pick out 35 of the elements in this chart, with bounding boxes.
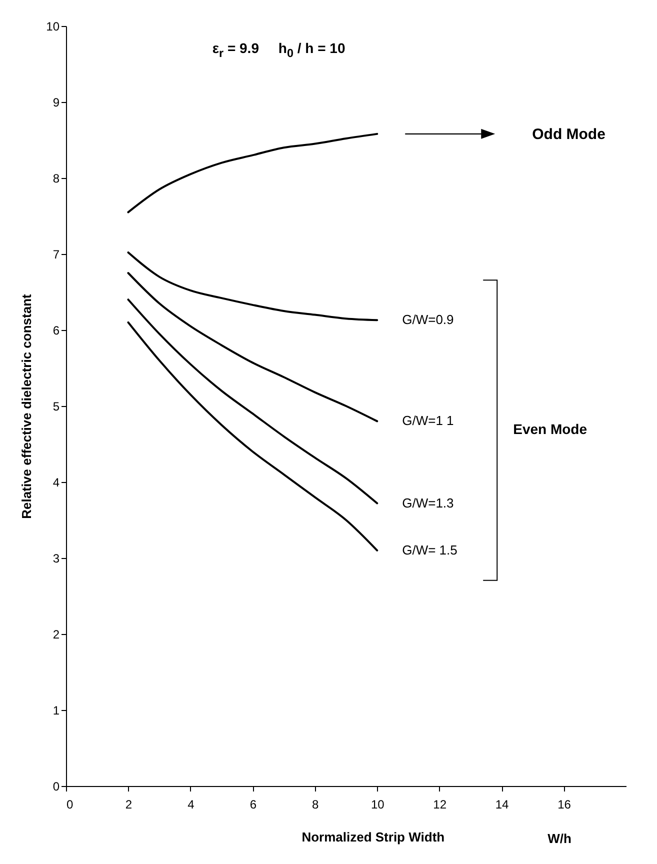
x-tick-label: 10 — [370, 798, 385, 812]
series-label: G/W=1.3 — [402, 495, 454, 510]
y-tick-label: 4 — [52, 476, 60, 490]
x-tick-label: 2 — [125, 798, 132, 812]
text: W/h — [548, 831, 572, 846]
annotation: Even Mode — [513, 421, 588, 438]
y-tick-label: 6 — [52, 324, 60, 338]
series-label: G/W=1 1 — [402, 413, 454, 428]
x-tick-label: 0 — [66, 798, 74, 812]
x-tick-label: 6 — [250, 798, 257, 812]
text: ε$_{r}$ = 9.9 h$_{0}$ / h = 10 — [212, 40, 346, 60]
y-tick-label: 3 — [52, 552, 60, 566]
x-tick-label: 14 — [495, 798, 510, 812]
series-label: G/W=0.9 — [402, 312, 454, 328]
y-axis-title: Relative effective dielectric constant — [19, 293, 34, 519]
y-tick-label: 2 — [52, 628, 60, 642]
text: Odd Mode — [532, 126, 606, 143]
line-series — [127, 321, 378, 552]
line-series — [127, 272, 378, 422]
series-label: G/W= 1.5 — [402, 542, 458, 558]
y-tick-label: 9 — [52, 96, 60, 110]
line-series — [127, 251, 378, 322]
x-tick-label: 16 — [558, 798, 572, 812]
y-tick-label: 0 — [52, 780, 60, 794]
x-tick-label: 8 — [312, 798, 320, 812]
y-tick-label: 1 — [52, 704, 60, 718]
y-tick-label: 8 — [52, 172, 60, 186]
x-tick-label: 12 — [433, 798, 447, 812]
y-tick-label: 10 — [46, 20, 60, 34]
line-series — [127, 132, 378, 214]
y-tick-label: 7 — [52, 248, 60, 262]
y-tick-label: 5 — [52, 400, 60, 414]
line-series — [127, 298, 378, 504]
x-axis-title: Normalized Strip Width — [302, 830, 445, 844]
x-tick-label: 4 — [188, 798, 195, 812]
